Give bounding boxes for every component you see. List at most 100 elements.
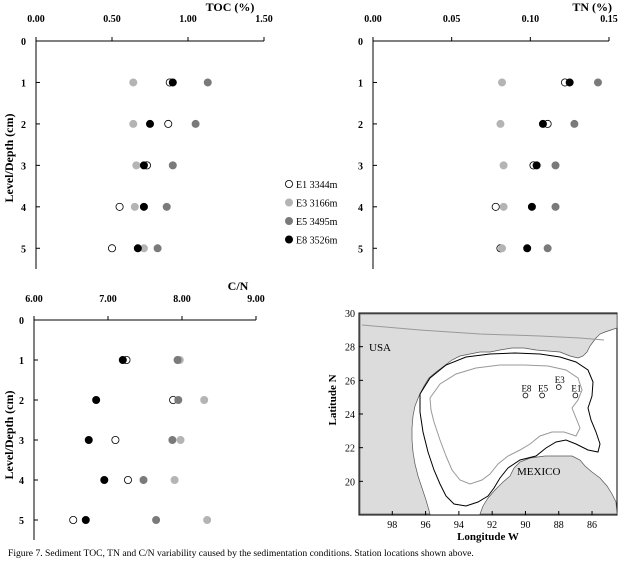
cn-y-tick-label: 0: [19, 316, 24, 327]
toc-point-e5: [203, 78, 212, 87]
tn-y-tick-label: 4: [358, 203, 363, 214]
tn-y-tick-label: 3: [358, 161, 363, 172]
toc-y-tick-label: 3: [21, 161, 26, 172]
map-x-tick-label: 90: [520, 520, 530, 531]
tn-y-tick-label: 5: [358, 244, 363, 255]
tn-point-e5: [551, 202, 560, 211]
tn-point-e3: [498, 78, 507, 87]
station-label-e3: E3: [555, 375, 565, 385]
cn-point-e3: [176, 435, 185, 444]
legend-marker-e8: [284, 235, 293, 244]
station-label-e5: E5: [538, 383, 548, 393]
cn-point-e5: [173, 355, 182, 364]
map-y-tick-label: 22: [345, 444, 355, 455]
toc-point-e1: [164, 119, 173, 128]
map-x-tick-label: 86: [587, 520, 597, 531]
toc-point-e3: [132, 161, 141, 170]
cn-y-tick-label: 4: [19, 476, 24, 487]
toc-point-e5: [162, 202, 171, 211]
tn-title: TN (%): [572, 0, 612, 14]
map-y-tick-label: 24: [345, 410, 355, 421]
map-x-tick-label: 96: [421, 520, 431, 531]
map-x-tick-label: 88: [554, 520, 564, 531]
toc-point-e3: [129, 78, 138, 87]
legend-label-e8: E8 3526m: [296, 236, 338, 247]
cn-point-e8: [100, 475, 109, 484]
tn-point-e5: [593, 78, 602, 87]
map-x-tick-label: 92: [487, 520, 497, 531]
toc-y-label: Level/Depth (cm): [2, 114, 16, 203]
cn-point-e5: [152, 516, 161, 525]
toc-x-tick-label: 0.00: [27, 14, 45, 25]
tn-y-tick-label: 1: [358, 78, 363, 89]
tn-point-e8: [538, 119, 547, 128]
toc-point-e5: [153, 244, 162, 253]
map-label-mexico: MEXICO: [517, 466, 560, 478]
tn-point-e5: [543, 244, 552, 253]
cn-point-e1: [111, 435, 120, 444]
toc-point-e5: [168, 161, 177, 170]
tn-point-e5: [570, 119, 579, 128]
toc-point-e8: [139, 202, 148, 211]
isobath-inner: [429, 364, 583, 485]
toc-y-tick-label: 2: [21, 120, 26, 131]
toc-x-tick-label: 1.00: [179, 14, 197, 25]
cn-point-e3: [170, 475, 179, 484]
tn-point-e5: [551, 161, 560, 170]
toc-point-e1: [115, 202, 124, 211]
cn-panel: C/N 6.00 7.00 8.00 9.00 0 1 2 3 4 5: [19, 279, 265, 540]
cn-y-tick-label: 5: [19, 516, 24, 527]
toc-point-e8: [145, 119, 154, 128]
cn-x-tick-label: 6.00: [25, 294, 43, 305]
isobath-outer: [419, 352, 601, 507]
cn-y-tick-label: 2: [19, 396, 24, 407]
toc-y-tick-label: 1: [21, 78, 26, 89]
tn-x-tick-label: 0.15: [600, 14, 618, 25]
station-label-e1: E1: [571, 383, 581, 393]
tn-point-e1: [491, 202, 500, 211]
tn-x-tick-label: 0.10: [522, 14, 540, 25]
tn-x-tick-label: 0.05: [443, 14, 461, 25]
cn-point-e1: [69, 516, 78, 525]
toc-x-tick-label: 1.50: [255, 14, 273, 25]
cn-point-e5: [139, 475, 148, 484]
toc-title: TOC (%): [206, 0, 255, 14]
toc-point-e1: [108, 244, 117, 253]
figure-caption: Figure 7. Sediment TOC, TN and C/N varia…: [8, 548, 474, 559]
mexico-land: [479, 455, 618, 515]
station-label-e8: E8: [521, 383, 531, 393]
toc-point-e8: [139, 161, 148, 170]
cn-y-tick-label: 1: [19, 356, 24, 367]
toc-point-e3: [130, 202, 139, 211]
toc-x-tick-label: 0.50: [103, 14, 121, 25]
tn-point-e8: [532, 161, 541, 170]
map-y-tick-label: 20: [345, 477, 355, 488]
toc-panel: TOC (%) 0.00 0.50 1.00 1.50 0 1 2 3 4 5: [21, 0, 273, 269]
cn-y-tick-label: 3: [19, 436, 24, 447]
legend-label-e1: E1 3344m: [296, 180, 338, 191]
cn-point-e8: [81, 516, 90, 525]
cn-x-tick-label: 9.00: [247, 294, 265, 305]
cn-title: C/N: [228, 279, 249, 293]
tn-point-e3: [499, 202, 508, 211]
cn-point-e3: [200, 395, 209, 404]
tn-point-e8: [565, 78, 574, 87]
cn-point-e8: [92, 395, 101, 404]
map-y-label: Latitude N: [327, 374, 339, 425]
toc-y-tick-label: 5: [21, 244, 26, 255]
isobath-shelf: [361, 324, 605, 341]
toc-y-tick-label: 4: [21, 203, 26, 214]
tn-point-e8: [527, 202, 536, 211]
map-y-tick-label: 28: [345, 343, 355, 354]
legend-marker-e5: [284, 216, 293, 225]
toc-point-e5: [191, 119, 200, 128]
cn-point-e1: [123, 475, 132, 484]
map-y-tick-label: 26: [345, 376, 355, 387]
tn-point-e3: [499, 161, 508, 170]
legend-marker-e3: [284, 198, 293, 207]
tn-x-tick-label: 0.00: [364, 14, 382, 25]
legend-label-e3: E3 3166m: [296, 199, 338, 210]
station-marker-e8: [522, 392, 529, 399]
tn-point-e8: [523, 244, 532, 253]
